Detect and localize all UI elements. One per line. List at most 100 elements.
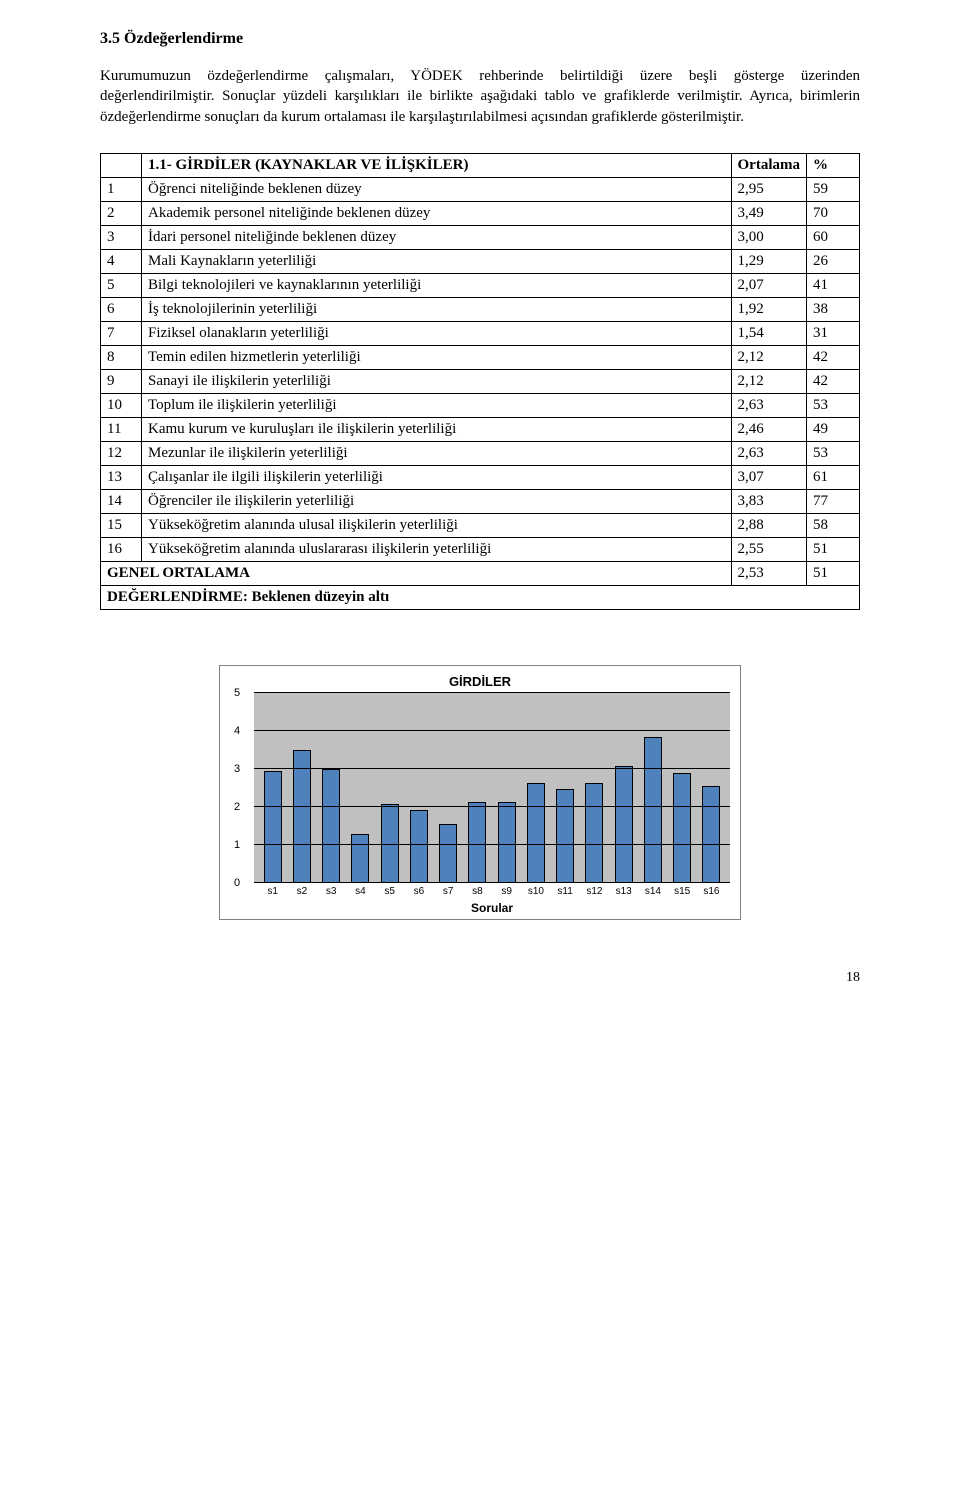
row-avg: 3,00 bbox=[731, 225, 806, 249]
row-label: Temin edilen hizmetlerin yeterliliği bbox=[142, 345, 732, 369]
row-avg: 2,63 bbox=[731, 441, 806, 465]
page-number: 18 bbox=[100, 920, 860, 986]
chart-bars bbox=[254, 693, 730, 883]
table-row: 4Mali Kaynakların yeterliliği1,2926 bbox=[101, 249, 860, 273]
row-idx: 13 bbox=[101, 465, 142, 489]
row-avg: 3,83 bbox=[731, 489, 806, 513]
evaluation-text: DEĞERLENDİRME: Beklenen düzeyin altı bbox=[101, 585, 860, 609]
table-evaluation-row: DEĞERLENDİRME: Beklenen düzeyin altı bbox=[101, 585, 860, 609]
chart-xtick: s2 bbox=[293, 886, 311, 897]
table-row: 10Toplum ile ilişkilerin yeterliliği2,63… bbox=[101, 393, 860, 417]
row-label: Bilgi teknolojileri ve kaynaklarının yet… bbox=[142, 273, 732, 297]
table-row: 13Çalışanlar ile ilgili ilişkilerin yete… bbox=[101, 465, 860, 489]
table-row: 11Kamu kurum ve kuruluşları ile ilişkile… bbox=[101, 417, 860, 441]
row-label: Öğrenciler ile ilişkilerin yeterliliği bbox=[142, 489, 732, 513]
chart-bar bbox=[615, 766, 633, 883]
chart-xtick: s5 bbox=[381, 886, 399, 897]
chart-ytick: 2 bbox=[234, 801, 240, 813]
row-pct: 61 bbox=[807, 465, 860, 489]
chart-bar bbox=[322, 769, 340, 883]
table-row: 1Öğrenci niteliğinde beklenen düzey2,955… bbox=[101, 177, 860, 201]
row-pct: 38 bbox=[807, 297, 860, 321]
chart-xtick: s12 bbox=[585, 886, 603, 897]
overall-avg: 2,53 bbox=[731, 561, 806, 585]
row-pct: 41 bbox=[807, 273, 860, 297]
chart-bar bbox=[264, 771, 282, 883]
chart-bar bbox=[702, 786, 720, 883]
row-idx: 8 bbox=[101, 345, 142, 369]
table-row: 9Sanayi ile ilişkilerin yeterliliği2,124… bbox=[101, 369, 860, 393]
row-label: Fiziksel olanakların yeterliliği bbox=[142, 321, 732, 345]
chart-gridline bbox=[254, 844, 730, 845]
chart-plot: 012345 bbox=[254, 693, 730, 883]
row-idx: 9 bbox=[101, 369, 142, 393]
section-heading: 3.5 Özdeğerlendirme bbox=[100, 30, 860, 48]
chart-bar bbox=[644, 737, 662, 883]
table-row: 14Öğrenciler ile ilişkilerin yeterliliği… bbox=[101, 489, 860, 513]
row-label: Yükseköğretim alanında ulusal ilişkileri… bbox=[142, 513, 732, 537]
chart-ytick: 1 bbox=[234, 839, 240, 851]
row-avg: 2,88 bbox=[731, 513, 806, 537]
row-label: Sanayi ile ilişkilerin yeterliliği bbox=[142, 369, 732, 393]
table-row: 5Bilgi teknolojileri ve kaynaklarının ye… bbox=[101, 273, 860, 297]
row-idx: 15 bbox=[101, 513, 142, 537]
row-label: İdari personel niteliğinde beklenen düze… bbox=[142, 225, 732, 249]
chart-bar bbox=[351, 834, 369, 883]
chart-bar bbox=[439, 824, 457, 883]
row-pct: 42 bbox=[807, 345, 860, 369]
row-pct: 53 bbox=[807, 393, 860, 417]
overall-pct: 51 bbox=[807, 561, 860, 585]
row-avg: 2,12 bbox=[731, 369, 806, 393]
document-page: 3.5 Özdeğerlendirme Kurumumuzun özdeğerl… bbox=[50, 0, 910, 1006]
chart-xtick: s9 bbox=[498, 886, 516, 897]
row-avg: 1,92 bbox=[731, 297, 806, 321]
chart-gridline bbox=[254, 768, 730, 769]
table-row: 2Akademik personel niteliğinde beklenen … bbox=[101, 201, 860, 225]
table-overall-row: GENEL ORTALAMA 2,53 51 bbox=[101, 561, 860, 585]
row-avg: 1,29 bbox=[731, 249, 806, 273]
header-avg: Ortalama bbox=[731, 153, 806, 177]
row-pct: 26 bbox=[807, 249, 860, 273]
chart-gridline bbox=[254, 692, 730, 693]
chart-xtick: s6 bbox=[410, 886, 428, 897]
chart-bar bbox=[293, 750, 311, 883]
row-pct: 51 bbox=[807, 537, 860, 561]
table-row: 3İdari personel niteliğinde beklenen düz… bbox=[101, 225, 860, 249]
row-idx: 3 bbox=[101, 225, 142, 249]
chart-bar bbox=[556, 789, 574, 882]
row-label: Toplum ile ilişkilerin yeterliliği bbox=[142, 393, 732, 417]
row-pct: 70 bbox=[807, 201, 860, 225]
header-idx bbox=[101, 153, 142, 177]
chart-xtick: s14 bbox=[644, 886, 662, 897]
table-row: 6İş teknolojilerinin yeterliliği1,9238 bbox=[101, 297, 860, 321]
chart-xtick: s7 bbox=[439, 886, 457, 897]
row-avg: 3,49 bbox=[731, 201, 806, 225]
row-idx: 14 bbox=[101, 489, 142, 513]
row-pct: 53 bbox=[807, 441, 860, 465]
chart-bar bbox=[673, 773, 691, 882]
row-pct: 42 bbox=[807, 369, 860, 393]
table-row: 7Fiziksel olanakların yeterliliği1,5431 bbox=[101, 321, 860, 345]
chart-xlabel: Sorular bbox=[254, 901, 730, 915]
row-label: Çalışanlar ile ilgili ilişkilerin yeterl… bbox=[142, 465, 732, 489]
chart-ytick: 5 bbox=[234, 687, 240, 699]
chart-bar bbox=[498, 802, 516, 883]
row-pct: 77 bbox=[807, 489, 860, 513]
overall-label: GENEL ORTALAMA bbox=[101, 561, 732, 585]
table-row: 16Yükseköğretim alanında uluslararası il… bbox=[101, 537, 860, 561]
chart-xtick: s3 bbox=[322, 886, 340, 897]
row-pct: 58 bbox=[807, 513, 860, 537]
table-row: 12Mezunlar ile ilişkilerin yeterliliği2,… bbox=[101, 441, 860, 465]
chart-ytick: 4 bbox=[234, 725, 240, 737]
table-header-row: 1.1- GİRDİLER (KAYNAKLAR VE İLİŞKİLER) O… bbox=[101, 153, 860, 177]
row-label: Akademik personel niteliğinde beklenen d… bbox=[142, 201, 732, 225]
row-idx: 6 bbox=[101, 297, 142, 321]
row-pct: 59 bbox=[807, 177, 860, 201]
row-avg: 2,07 bbox=[731, 273, 806, 297]
chart-title: GİRDİLER bbox=[230, 674, 730, 689]
row-avg: 2,63 bbox=[731, 393, 806, 417]
header-title: 1.1- GİRDİLER (KAYNAKLAR VE İLİŞKİLER) bbox=[142, 153, 732, 177]
row-label: Öğrenci niteliğinde beklenen düzey bbox=[142, 177, 732, 201]
chart-bar bbox=[527, 783, 545, 883]
girdiler-table: 1.1- GİRDİLER (KAYNAKLAR VE İLİŞKİLER) O… bbox=[100, 153, 860, 610]
